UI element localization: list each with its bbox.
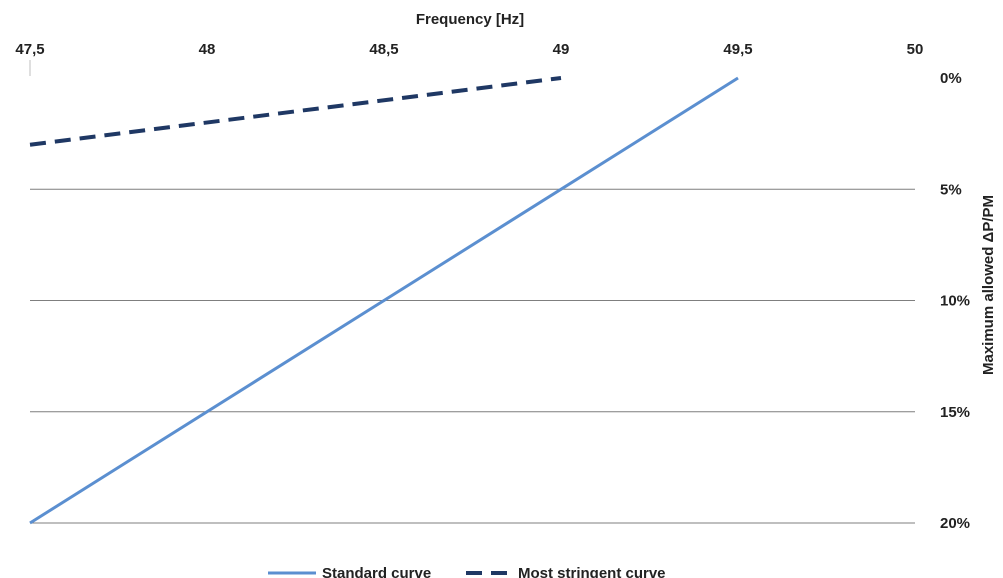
y-tick-label: 10% (940, 293, 970, 310)
x-tick-label: 50 (907, 41, 924, 58)
x-tick-label: 48,5 (369, 41, 398, 58)
series-line-most-stringent-curve (29, 76, 562, 147)
series-line-standard-curve (29, 76, 739, 525)
y-tick-label: 5% (940, 181, 962, 198)
x-tick-label: 48 (199, 41, 216, 58)
grid-layer (29, 60, 915, 524)
series-layer (29, 76, 739, 525)
legend: Standard curve Most stringent curve (268, 565, 666, 578)
x-tick-label: 47,5 (15, 41, 44, 58)
x-tick-label: 49 (553, 41, 570, 58)
y-tick-label: 15% (940, 404, 970, 421)
x-tick-labels: 47,5 48 48,5 49 49,5 50 (15, 41, 923, 58)
legend-label-standard-curve: Standard curve (322, 565, 431, 578)
y-tick-label: 20% (940, 515, 970, 532)
y-tick-labels: 0% 5% 10% 15% 20% (940, 70, 970, 532)
y-tick-label: 0% (940, 70, 962, 87)
x-tick-label: 49,5 (723, 41, 752, 58)
x-axis-title: Frequency [Hz] (416, 11, 524, 28)
y-axis-title: Maximum allowed ΔP/PM (980, 195, 997, 375)
legend-label-most-stringent-curve: Most stringent curve (518, 565, 666, 578)
